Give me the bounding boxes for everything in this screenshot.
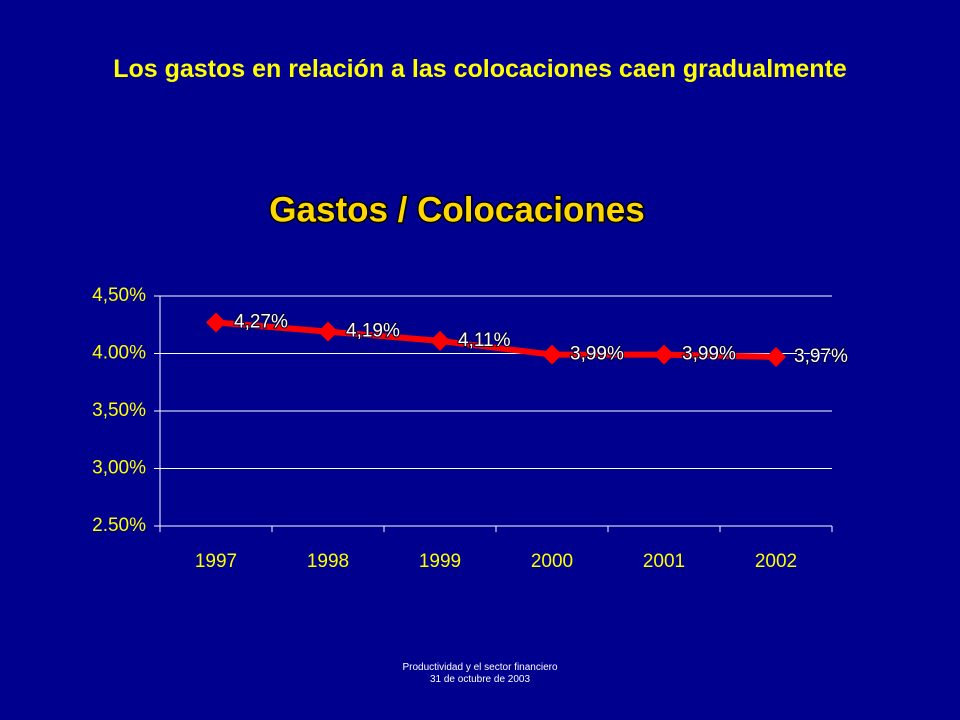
data-marker: [542, 344, 562, 365]
data-label: 4,19%: [346, 321, 400, 342]
slide-title: Los gastos en relación a las colocacione…: [113, 55, 847, 83]
data-marker: [654, 344, 674, 365]
y-tick-label: 2.50%: [92, 515, 146, 536]
y-tick-label: 3,00%: [92, 458, 146, 479]
footer-line: 31 de octubre de 2003: [429, 674, 531, 685]
x-tick-label: 2001: [643, 551, 685, 572]
data-marker: [430, 330, 450, 351]
data-label: 3,99%: [570, 344, 624, 365]
x-tick-label: 1999: [419, 551, 461, 572]
data-label: 3,99%: [682, 344, 736, 365]
data-marker: [766, 346, 786, 367]
data-marker: [206, 312, 226, 333]
y-tick-label: 3,50%: [92, 400, 146, 421]
data-marker: [318, 321, 338, 342]
footer-line: Productividad y el sector financiero: [402, 662, 558, 673]
data-line: [215, 319, 777, 360]
data-label: 4,11%: [458, 330, 511, 351]
chart-title: Gastos / Colocaciones: [269, 190, 644, 229]
data-label: 4,27%: [234, 311, 288, 332]
x-tick-label: 2000: [531, 551, 573, 572]
footer: Productividad y el sector financiero 31 …: [280, 662, 680, 686]
y-tick-label: 4.00%: [92, 343, 146, 364]
x-tick-label: 2002: [755, 551, 797, 572]
y-tick-label: 4,50%: [92, 285, 146, 306]
x-tick-label: 1997: [195, 551, 237, 572]
x-tick-label: 1998: [307, 551, 349, 572]
data-label: 3,97%: [794, 346, 848, 367]
